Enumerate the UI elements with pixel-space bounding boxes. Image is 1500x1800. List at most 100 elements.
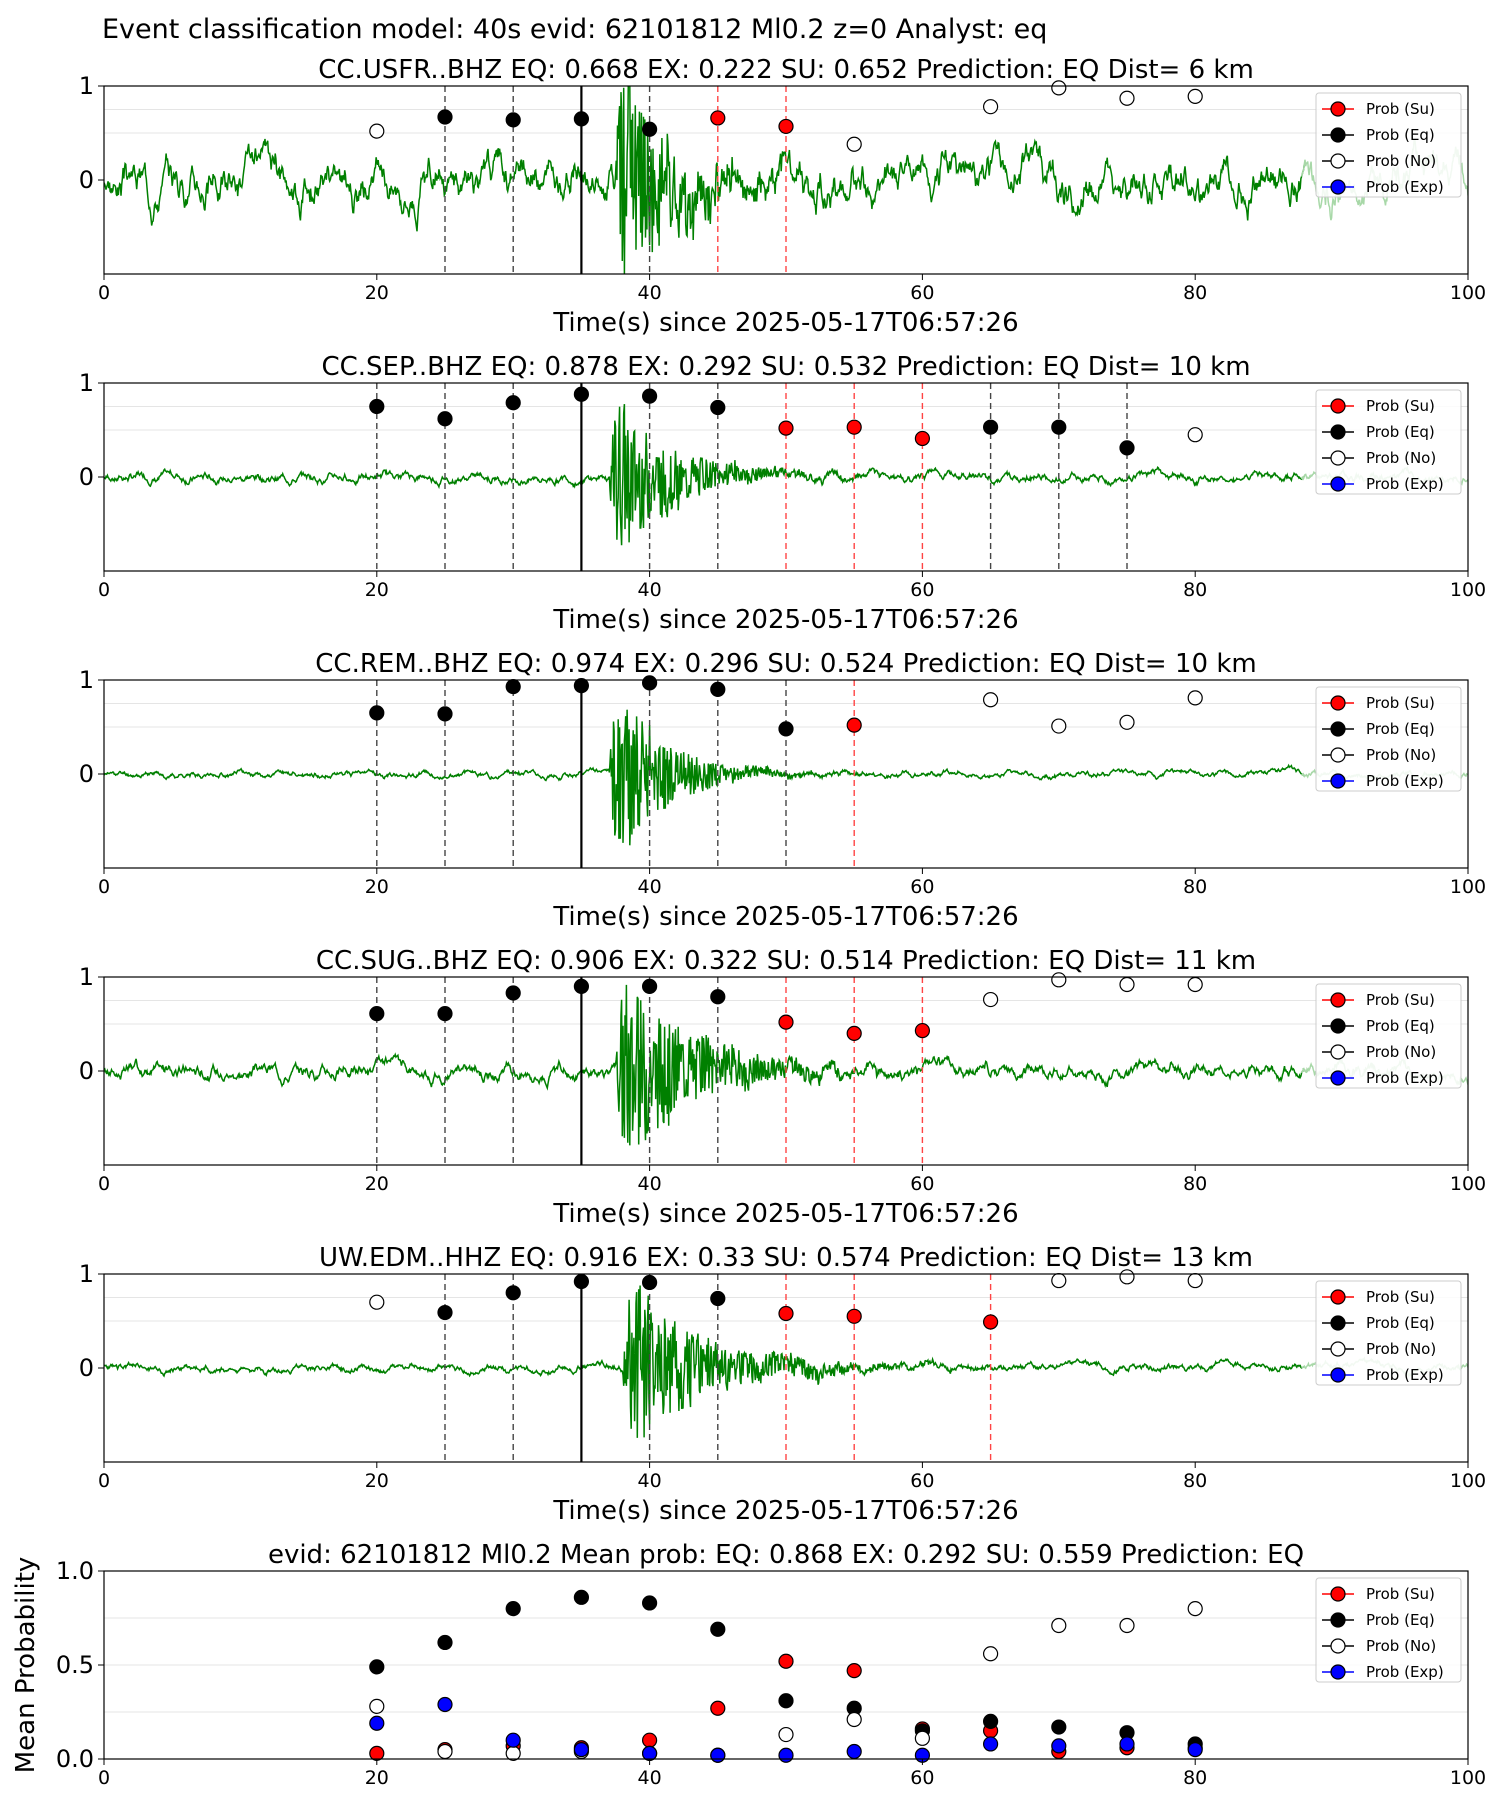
panel-1-marker-7 xyxy=(846,136,862,152)
panel-5-marker-6 xyxy=(778,1305,794,1322)
panel-6-legend-label-1: Prob (Eq) xyxy=(1366,1611,1435,1629)
panel-6-xtick-label-4: 80 xyxy=(1183,1767,1207,1789)
panel-4-marker-2 xyxy=(505,985,521,1001)
panel-1-legend-marker-0 xyxy=(1330,101,1346,117)
panel-3-xtick-label-4: 80 xyxy=(1183,876,1207,898)
panel-6-no-point-10 xyxy=(1051,1617,1067,1634)
panel-4-legend-box xyxy=(1315,983,1462,1089)
panel-6-ytick-label-1: 0.5 xyxy=(56,1651,94,1679)
panel-6-exp-point-3 xyxy=(573,1741,590,1758)
panel-3-xtick-label-1: 20 xyxy=(365,876,389,898)
panel-6-no-point-9 xyxy=(982,1646,999,1662)
panel-1-marker-1 xyxy=(437,109,453,125)
panel-6-su-point-0 xyxy=(369,1745,385,1761)
panel-1-xtick-label-2: 40 xyxy=(638,282,662,304)
panel-2-legend-label-2: Prob (No) xyxy=(1366,449,1436,467)
panel-4-marker-8 xyxy=(914,1022,931,1039)
panel-6-exp-point-12 xyxy=(1187,1741,1203,1758)
panel-6-title: evid: 62101812 Ml0.2 Mean prob: EQ: 0.86… xyxy=(268,1540,1304,1570)
panel-2-marker-1 xyxy=(437,411,453,427)
panel-6-eq-point-6 xyxy=(778,1693,794,1709)
panel-2-legend: Prob (Su) Prob (Eq) Prob (No) Prob (Exp) xyxy=(1315,389,1462,495)
panel-4-marker-6 xyxy=(778,1014,794,1030)
panel-3-legend-marker-3 xyxy=(1330,773,1346,789)
panel-2-marker-3 xyxy=(573,386,590,402)
panel-6-eq-point-10 xyxy=(1051,1719,1067,1735)
panel-5-legend-marker-0 xyxy=(1330,1289,1346,1305)
panel-4-waveform xyxy=(104,984,1306,1146)
panel-2-legend-marker-2 xyxy=(1330,450,1346,466)
panel-2-title: CC.SEP..BHZ EQ: 0.878 EX: 0.292 SU: 0.53… xyxy=(321,352,1250,382)
panel-1-legend-marker-2 xyxy=(1330,153,1346,169)
panel-6-eq-point-4 xyxy=(641,1595,658,1611)
panel-2-xtick-label-0: 0 xyxy=(98,579,110,601)
panel-5-marker-1 xyxy=(437,1304,453,1321)
panel-1-marker-8 xyxy=(982,99,999,115)
figure-title: Event classification model: 40s evid: 62… xyxy=(102,14,1047,45)
panel-6-exp-point-7 xyxy=(846,1743,862,1760)
panel-4-marker-7 xyxy=(846,1025,862,1042)
panel-2-marker-6 xyxy=(778,420,794,436)
panel-1-xtick-label-3: 60 xyxy=(910,282,934,304)
panel-2-xtick-label-5: 100 xyxy=(1450,579,1486,601)
panel-4-legend-marker-3 xyxy=(1330,1070,1346,1086)
panel-3-marker-2 xyxy=(505,678,521,695)
panel-4-marker-4 xyxy=(641,978,658,995)
panel-5-xtick-label-0: 0 xyxy=(98,1470,110,1492)
panel-2-legend-marker-3 xyxy=(1330,476,1346,492)
panel-5-xlabel: Time(s) since 2025-05-17T06:57:26 xyxy=(552,1496,1018,1526)
panel-2-xtick-label-2: 40 xyxy=(638,579,662,601)
panel-3-ytick-label-0: 0 xyxy=(79,760,94,788)
panel-5-marker-7 xyxy=(846,1308,862,1324)
panel-4: CC.SUG..BHZ EQ: 0.906 EX: 0.322 SU: 0.51… xyxy=(79,946,1486,1229)
panel-1-xtick-label-5: 100 xyxy=(1450,282,1486,304)
panel-5-marker-4 xyxy=(641,1274,658,1291)
panel-6-xtick-label-5: 100 xyxy=(1450,1767,1486,1789)
panel-1-legend: Prob (Su) Prob (Eq) Prob (No) Prob (Exp) xyxy=(1315,92,1462,198)
panel-5-xtick-label-1: 20 xyxy=(365,1470,389,1492)
panel-6-legend-marker-3 xyxy=(1330,1664,1346,1680)
panel-1-xlabel: Time(s) since 2025-05-17T06:57:26 xyxy=(552,308,1018,338)
panel-4-marker-12 xyxy=(1187,976,1203,993)
panel-1-xtick-label-1: 20 xyxy=(365,282,389,304)
panel-6-ytick-label-0: 0.0 xyxy=(56,1745,94,1773)
panel-5-legend-marker-3 xyxy=(1330,1367,1346,1383)
panel-4-xtick-label-5: 100 xyxy=(1450,1173,1486,1195)
panel-2-marker-11 xyxy=(1119,440,1135,456)
panel-2-marker-9 xyxy=(982,419,999,435)
panel-2-legend-box xyxy=(1315,389,1462,495)
panel-3-legend-marker-1 xyxy=(1330,721,1346,737)
panel-3-marker-7 xyxy=(846,717,862,733)
panel-2-legend-label-0: Prob (Su) xyxy=(1366,397,1435,415)
panel-6-exp-point-2 xyxy=(505,1732,521,1748)
panel-6-legend-label-2: Prob (No) xyxy=(1366,1637,1436,1655)
panel-1-marker-10 xyxy=(1119,90,1135,106)
panel-4-legend-label-1: Prob (Eq) xyxy=(1366,1017,1435,1035)
panel-1-ytick-label-0: 0 xyxy=(79,166,94,194)
panel-6: evid: 62101812 Ml0.2 Mean prob: EQ: 0.86… xyxy=(11,1540,1486,1789)
panel-2-legend-label-1: Prob (Eq) xyxy=(1366,423,1435,441)
panel-5-legend-box xyxy=(1315,1280,1462,1386)
panel-5-legend-label-3: Prob (Exp) xyxy=(1366,1366,1444,1384)
panel-5-ytick-label-0: 0 xyxy=(79,1354,94,1382)
panel-4-marker-5 xyxy=(710,989,726,1005)
panel-4-legend: Prob (Su) Prob (Eq) Prob (No) Prob (Exp) xyxy=(1315,983,1462,1089)
panel-3-marker-9 xyxy=(1051,718,1067,734)
panel-4-legend-label-3: Prob (Exp) xyxy=(1366,1069,1444,1087)
panel-5-marker-9 xyxy=(1051,1272,1067,1289)
panel-6-ytick-label-2: 1.0 xyxy=(56,1557,94,1585)
panel-1-marker-2 xyxy=(505,112,521,128)
panel-6-no-point-0 xyxy=(369,1698,385,1714)
panel-3-title: CC.REM..BHZ EQ: 0.974 EX: 0.296 SU: 0.52… xyxy=(315,649,1256,679)
panel-3: CC.REM..BHZ EQ: 0.974 EX: 0.296 SU: 0.52… xyxy=(79,649,1486,932)
panel-3-legend-label-2: Prob (No) xyxy=(1366,746,1436,764)
panel-6-legend-box xyxy=(1315,1577,1462,1683)
panel-2-marker-2 xyxy=(505,395,521,411)
panel-3-legend-label-0: Prob (Su) xyxy=(1366,694,1435,712)
panel-6-eq-point-9 xyxy=(982,1713,999,1730)
panel-6-eq-point-5 xyxy=(710,1621,726,1637)
panel-1-marker-9 xyxy=(1051,80,1067,96)
panel-4-marker-1 xyxy=(437,1006,453,1022)
panel-3-marker-0 xyxy=(369,705,385,721)
panel-4-xtick-label-0: 0 xyxy=(98,1173,110,1195)
